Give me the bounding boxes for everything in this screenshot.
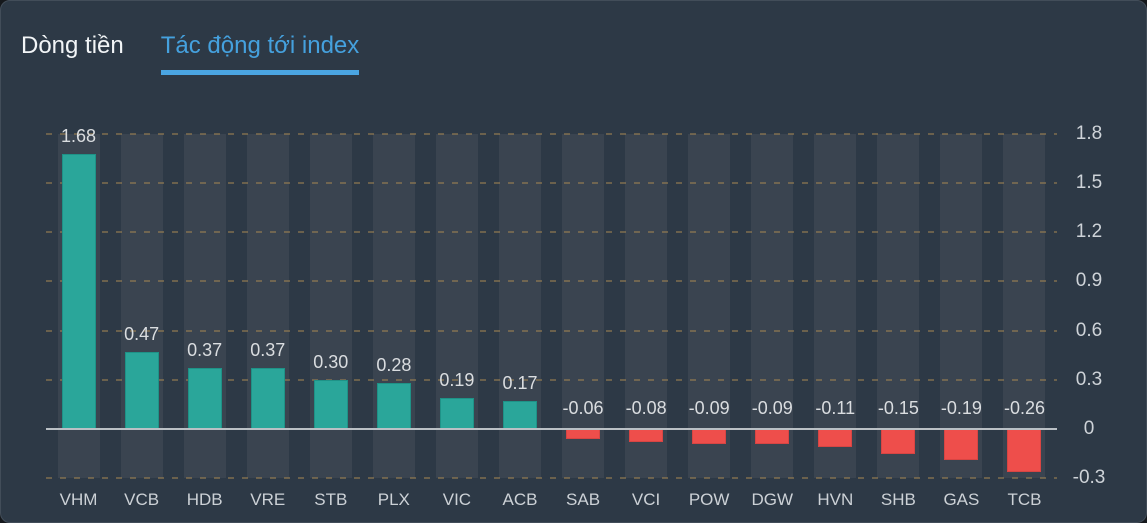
category-label: VCB (124, 490, 160, 509)
category-label: ACB (502, 490, 538, 509)
grid-line (46, 379, 1057, 381)
category-label: DGW (751, 490, 793, 509)
bar[interactable] (629, 429, 664, 442)
column-band (1003, 134, 1046, 478)
bar-value-label: 0.30 (313, 352, 349, 372)
bar[interactable] (881, 429, 916, 454)
grid-line (46, 231, 1057, 233)
bar[interactable] (439, 398, 474, 429)
column-band (877, 134, 920, 478)
bar[interactable] (818, 429, 853, 447)
category-label: VHM (59, 490, 98, 509)
tab-tac-dong-toi-index[interactable]: Tác động tới index (160, 32, 360, 75)
category-label: TCB (1007, 490, 1042, 509)
column-band (562, 134, 605, 478)
category-label: POW (688, 490, 730, 509)
bar-value-label: 0.47 (124, 324, 160, 344)
bar-value-label: 0.17 (502, 373, 538, 393)
y-axis-tick-label: 1.5 (1075, 172, 1103, 193)
grid-line (46, 330, 1057, 332)
bar-value-label: -0.19 (940, 398, 982, 418)
bar[interactable] (124, 352, 159, 429)
tab-dong-tien[interactable]: Dòng tiền (21, 32, 124, 59)
category-label: HVN (817, 490, 854, 509)
bar[interactable] (187, 368, 222, 429)
y-axis-tick-label: 1.2 (1075, 221, 1103, 242)
bar[interactable] (502, 401, 537, 429)
bar[interactable] (250, 368, 285, 429)
column-band (625, 134, 668, 478)
category-label: VRE (250, 490, 286, 509)
category-label: GAS (943, 490, 980, 509)
column-band (814, 134, 857, 478)
bar-value-label: -0.09 (751, 398, 793, 418)
bar-value-label: -0.15 (877, 398, 919, 418)
bar-value-label: 0.37 (187, 340, 223, 360)
category-label: PLX (377, 490, 410, 509)
bar-value-label: -0.26 (1003, 398, 1045, 418)
bar[interactable] (566, 429, 601, 439)
bar-value-label: -0.06 (562, 398, 604, 418)
grid-line (46, 133, 1057, 135)
tab-bar: Dòng tiền Tác động tới index (1, 1, 1146, 75)
category-label: STB (314, 490, 348, 509)
y-axis-tick-label: 1.8 (1075, 123, 1103, 144)
y-axis-tick-label: 0.6 (1075, 320, 1103, 341)
column-band (940, 134, 983, 478)
y-axis-tick-label: -0.3 (1072, 467, 1106, 488)
category-label: SAB (566, 490, 601, 509)
y-axis-tick-label: 0 (1083, 418, 1095, 439)
y-axis-tick-label: 0.3 (1075, 369, 1103, 390)
grid-line (46, 280, 1057, 282)
bar[interactable] (376, 383, 411, 429)
bar[interactable] (1007, 429, 1042, 472)
bar[interactable] (944, 429, 979, 460)
zero-line (46, 428, 1057, 430)
bar[interactable] (313, 380, 348, 429)
bar-value-label: -0.11 (815, 398, 856, 418)
bar-value-label: -0.09 (688, 398, 730, 418)
category-label: SHB (880, 490, 916, 509)
column-band (688, 134, 731, 478)
bar[interactable] (61, 154, 96, 429)
bar[interactable] (755, 429, 790, 444)
column-band (751, 134, 794, 478)
bar-value-label: 0.19 (439, 370, 475, 390)
bar-value-label: -0.08 (625, 398, 667, 418)
category-label: VCI (631, 490, 661, 509)
y-axis-tick-label: 0.9 (1075, 270, 1103, 291)
category-label: HDB (186, 490, 223, 509)
category-label: VIC (442, 490, 472, 509)
bar-value-label: 0.28 (376, 355, 412, 375)
bar-value-label: 1.68 (61, 126, 97, 146)
grid-line (46, 182, 1057, 184)
grid-line (46, 477, 1057, 479)
bar-value-label: 0.37 (250, 340, 286, 360)
bar[interactable] (692, 429, 727, 444)
